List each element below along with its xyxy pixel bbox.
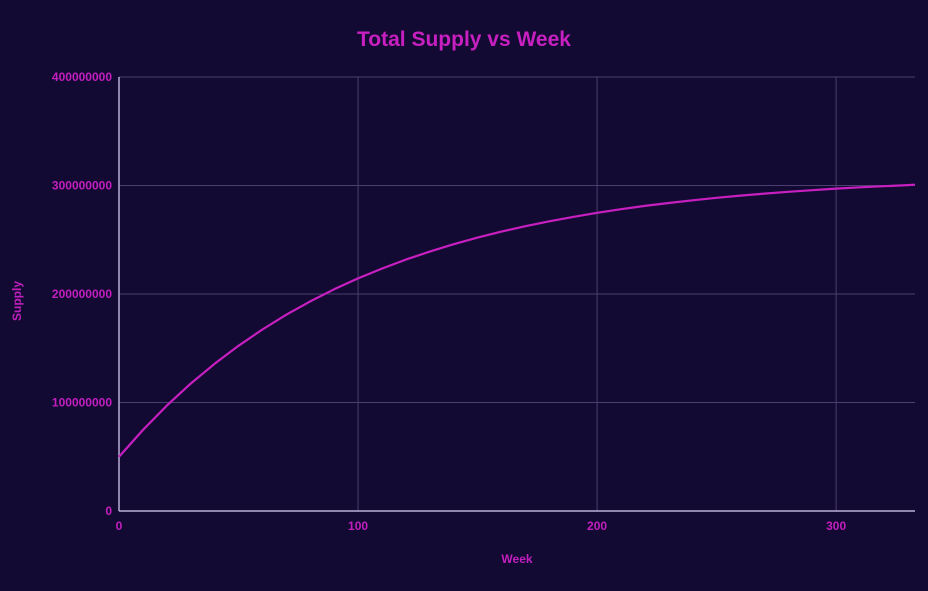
y-tick-label: 0: [105, 504, 112, 518]
chart-title: Total Supply vs Week: [357, 28, 571, 51]
y-tick-labels: 0 100000000 200000000 300000000 400000000: [52, 70, 112, 518]
series: [118, 183, 916, 458]
x-tick-label: 0: [116, 519, 123, 533]
x-tick-label: 200: [587, 519, 607, 533]
supply-line: [118, 183, 916, 458]
y-tick-label: 200000000: [52, 287, 112, 301]
x-axis-label: Week: [501, 552, 532, 566]
y-axis-label: Supply: [10, 281, 24, 321]
x-tick-label: 100: [348, 519, 368, 533]
axes: [118, 77, 915, 512]
x-tick-label: 300: [826, 519, 846, 533]
grid: [119, 76, 915, 511]
y-tick-label: 300000000: [52, 179, 112, 193]
y-tick-label: 100000000: [52, 396, 112, 410]
y-tick-label: 400000000: [52, 70, 112, 84]
x-tick-labels: 0 100 200 300: [116, 519, 847, 533]
